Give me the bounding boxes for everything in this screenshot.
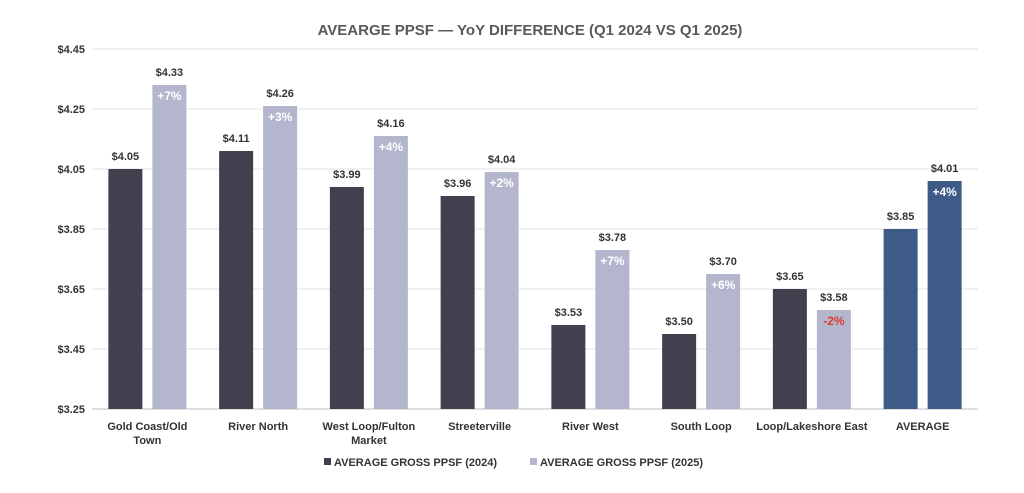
bar-2024	[329, 187, 364, 409]
y-tick-label: $4.45	[57, 44, 85, 56]
legend: AVERAGE GROSS PPSF (2024) AVERAGE GROSS P…	[324, 457, 703, 469]
value-label: $4.33	[156, 67, 184, 79]
yoy-change-label: +4%	[932, 185, 957, 199]
value-label: $3.85	[887, 211, 915, 223]
bar-2024	[772, 289, 807, 409]
y-tick-label: $3.65	[57, 284, 85, 296]
value-label: $3.50	[665, 316, 693, 328]
bar-2025	[263, 106, 298, 409]
chart-title: AVEARGE PPSF — YoY DIFFERENCE (Q1 2024 V…	[318, 22, 743, 39]
value-label: $3.70	[709, 256, 737, 268]
legend-label-2024: AVERAGE GROSS PPSF (2024)	[334, 457, 497, 469]
y-tick-label: $3.85	[57, 224, 85, 236]
bar-2025	[152, 85, 187, 409]
x-tick-label: Loop/Lakeshore East	[756, 421, 868, 433]
x-tick-label: Gold Coast/Old Town	[107, 421, 187, 447]
x-tick-label: River West	[562, 421, 619, 433]
bar-2025	[706, 274, 741, 409]
yoy-change-label: +2%	[489, 176, 514, 190]
bars: $4.05 $4.33 +7% $4.11 $4.26 +3% $3.99 $4.16 +4% $…	[108, 67, 962, 409]
y-tick-label: $3.25	[57, 404, 85, 416]
bar-2025	[595, 250, 630, 409]
bar-2024	[551, 325, 586, 409]
yoy-change-label: -2%	[823, 314, 845, 328]
bar-2024	[108, 169, 143, 409]
value-label: $3.58	[820, 292, 848, 304]
value-label: $4.11	[223, 133, 250, 145]
value-label: $4.16	[377, 118, 405, 130]
value-label: $3.53	[555, 307, 583, 319]
yoy-change-label: +7%	[600, 254, 625, 268]
x-axis: Gold Coast/Old Town River North West Loop/F…	[107, 421, 949, 447]
bar-2025	[373, 136, 408, 409]
value-label: $4.05	[112, 151, 140, 163]
x-tick-label: AVERAGE	[896, 421, 950, 433]
value-label: $3.99	[333, 169, 361, 181]
yoy-change-label: +7%	[157, 89, 182, 103]
value-label: $4.26	[266, 88, 294, 100]
value-label: $4.01	[931, 163, 959, 175]
bar-2024	[440, 196, 475, 409]
legend-swatch-2025	[530, 458, 537, 465]
legend-swatch-2024	[324, 458, 331, 465]
bar-2025	[484, 172, 519, 409]
x-tick-label: Streeterville	[448, 421, 511, 433]
y-tick-label: $4.05	[57, 164, 85, 176]
x-tick-label: River North	[228, 421, 288, 433]
bar-2025	[816, 310, 851, 409]
value-label: $3.78	[599, 232, 627, 244]
legend-label-2025: AVERAGE GROSS PPSF (2025)	[540, 457, 703, 469]
bar-2024	[219, 151, 254, 409]
bar-2024	[883, 229, 918, 409]
x-tick-label: West Loop/Fulton Market	[323, 421, 416, 447]
value-label: $3.96	[444, 178, 472, 190]
value-label: $4.04	[488, 154, 516, 166]
bar-2025	[927, 181, 962, 409]
bar-2024	[662, 334, 697, 409]
x-tick-label: South Loop	[671, 421, 732, 433]
y-tick-label: $3.45	[57, 344, 85, 356]
yoy-change-label: +6%	[711, 278, 736, 292]
value-label: $3.65	[776, 271, 804, 283]
yoy-change-label: +3%	[268, 110, 293, 124]
yoy-change-label: +4%	[379, 140, 404, 154]
y-tick-label: $4.25	[57, 104, 85, 116]
y-axis: $3.25 $3.45 $3.65 $3.85 $4.05 $4.25 $4.45	[57, 44, 85, 416]
